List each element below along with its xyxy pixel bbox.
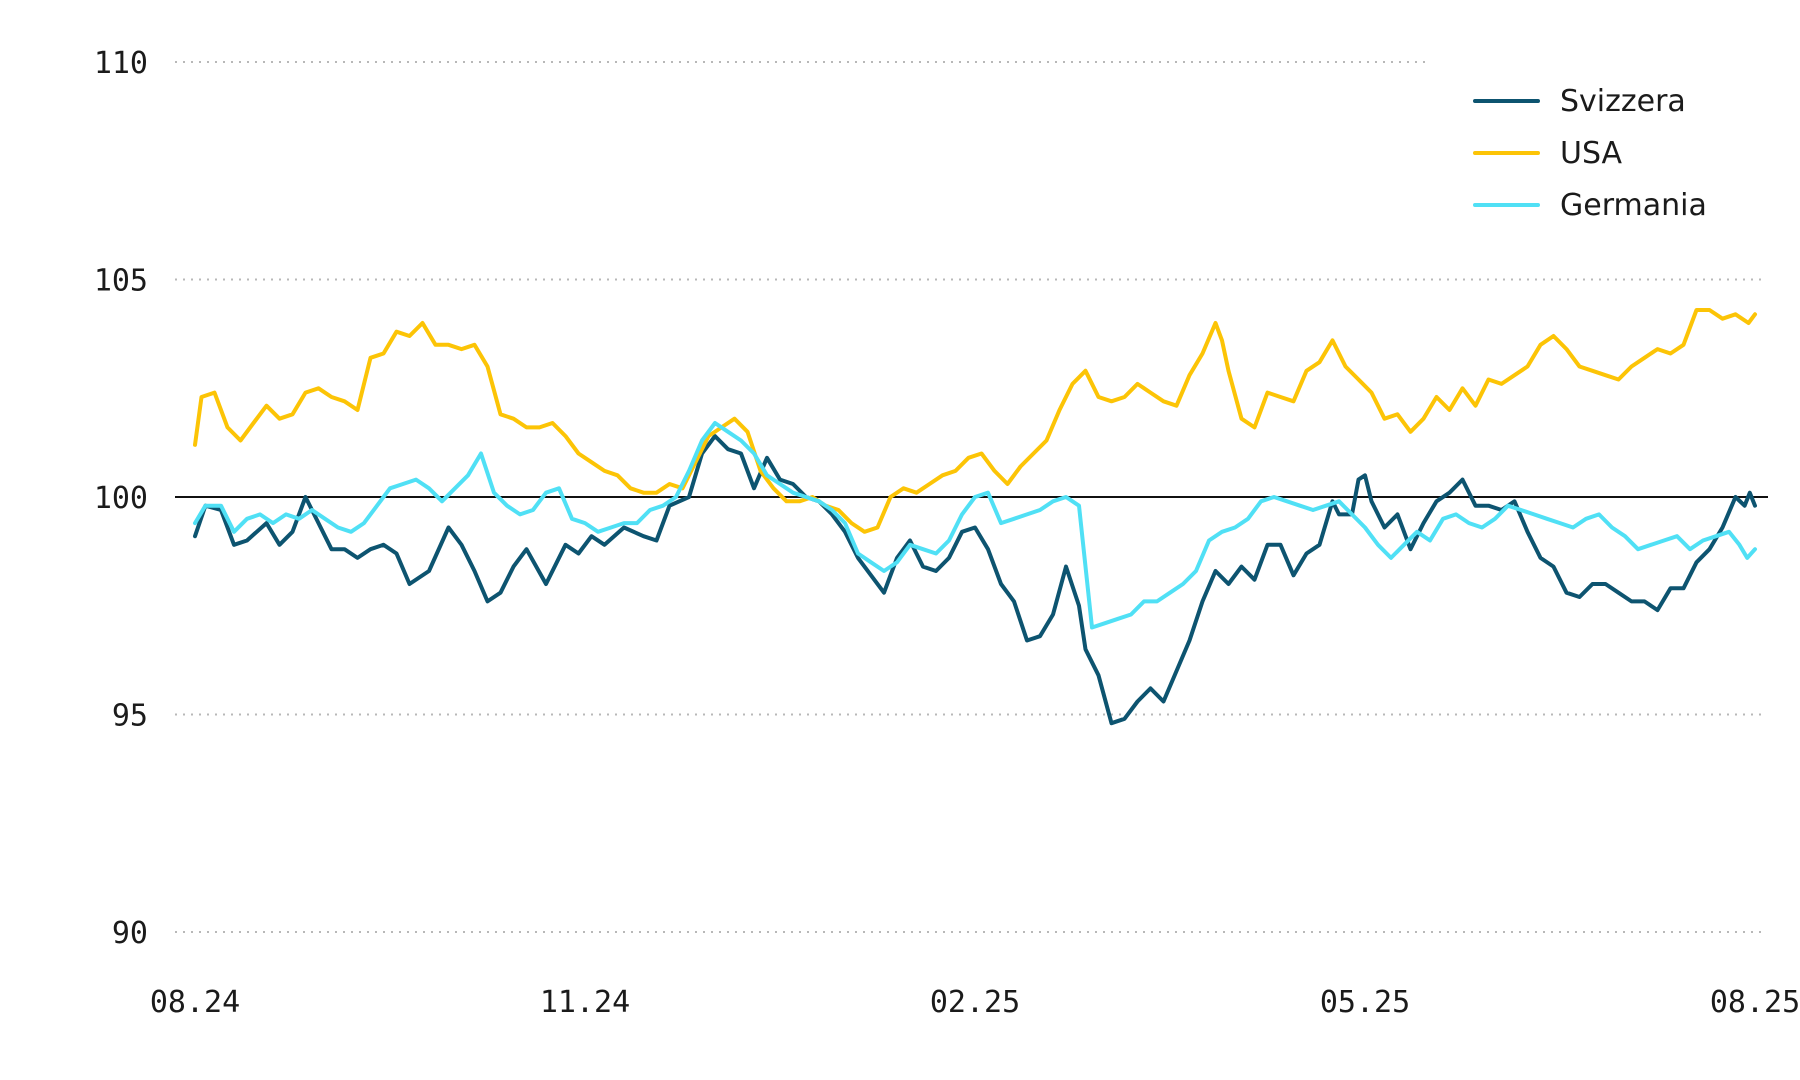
series-line-svizzera bbox=[193, 434, 1757, 726]
series-line-usa bbox=[193, 308, 1757, 534]
x-tick-label: 11.24 bbox=[540, 985, 630, 1020]
x-tick-label: 08.24 bbox=[150, 985, 240, 1020]
x-tick-label: 05.25 bbox=[1320, 985, 1410, 1020]
y-tick-label: 110 bbox=[94, 46, 148, 81]
legend: Svizzera USA Germania bbox=[1473, 84, 1707, 223]
grid-layer bbox=[175, 61, 1768, 933]
y-tick-label: 90 bbox=[112, 916, 148, 951]
legend-label-germania: Germania bbox=[1560, 188, 1707, 223]
y-tick-label: 100 bbox=[94, 481, 148, 516]
series-layer bbox=[193, 308, 1757, 726]
y-tick-label: 105 bbox=[94, 264, 148, 299]
x-tick-label: 08.25 bbox=[1710, 985, 1800, 1020]
x-tick-label: 02.25 bbox=[930, 985, 1020, 1020]
x-axis-ticks: 08.24 11.24 02.25 05.25 08.25 bbox=[150, 985, 1800, 1020]
legend-label-usa: USA bbox=[1560, 136, 1623, 171]
y-axis-ticks: 90 95 100 105 110 bbox=[94, 46, 148, 951]
legend-label-svizzera: Svizzera bbox=[1560, 84, 1686, 119]
series-line-germania bbox=[193, 421, 1757, 630]
y-tick-label: 95 bbox=[112, 699, 148, 734]
